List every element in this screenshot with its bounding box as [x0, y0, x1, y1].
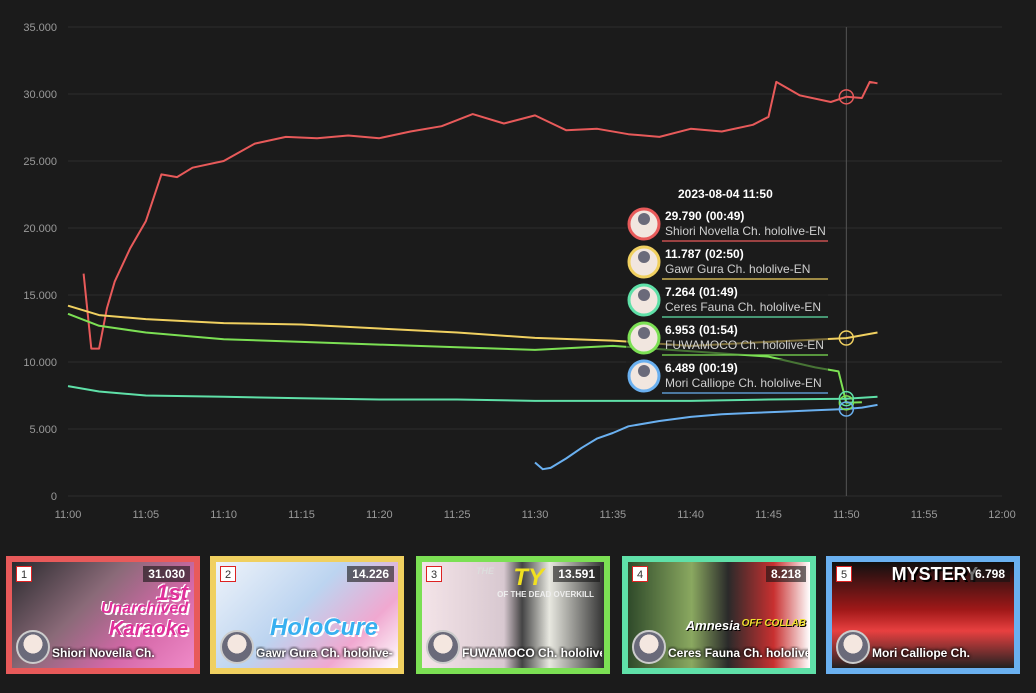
- channel-name: Mori Calliope Ch.: [872, 646, 971, 660]
- tooltip-entry: 29.790 (00:49)Shiori Novella Ch. hololive…: [626, 207, 828, 242]
- hover-markers: [838, 89, 855, 417]
- x-tick-label: 11:00: [55, 509, 82, 521]
- x-tick-label: 11:40: [677, 509, 704, 521]
- x-tick-label: 11:25: [444, 509, 471, 521]
- stream-card[interactable]: 1st Unarchived Karaoke 1 31.030 Shiori Novell…: [6, 556, 200, 674]
- x-tick-label: 11:45: [755, 509, 782, 521]
- thumbnail-text: TY: [513, 564, 544, 591]
- channel-avatar-icon: [220, 630, 254, 664]
- x-tick-label: 11:50: [833, 509, 860, 521]
- tooltip-entry: 6.489 (00:19)Mori Calliope Ch. hololive-E…: [626, 359, 828, 394]
- tooltip-name: Mori Calliope Ch. hololive-EN: [665, 376, 822, 390]
- channel-name: Gawr Gura Ch. hololive-: [256, 646, 393, 660]
- hover-marker: [838, 89, 855, 105]
- viewer-count: 6.798: [969, 566, 1010, 582]
- series-line[interactable]: [67, 312, 862, 404]
- channel-avatar-icon: [16, 630, 50, 664]
- stream-card[interactable]: Amnesia OFF COLLAB 4 8.218 Ceres Fauna Ch. h…: [622, 556, 816, 674]
- y-tick-label: 15.000: [23, 290, 57, 302]
- x-tick-label: 11:55: [911, 509, 938, 521]
- channel-avatar-icon: [632, 630, 666, 664]
- thumbnail-text: Amnesia: [685, 618, 740, 633]
- rank-badge: 5: [836, 566, 852, 582]
- tooltip-value: 6.489 (00:19): [665, 361, 738, 375]
- tooltip-name: Gawr Gura Ch. hololive-EN: [665, 262, 810, 276]
- y-tick-label: 10.000: [23, 357, 57, 369]
- tooltip-value: 6.953 (01:54): [665, 323, 738, 337]
- tooltip-value: 7.264 (01:49): [665, 285, 738, 299]
- rank-badge: 1: [16, 566, 32, 582]
- tooltip-name: Ceres Fauna Ch. hololive-EN: [665, 300, 821, 314]
- avatar-hair-shape: [638, 289, 650, 301]
- viewer-count: 8.218: [765, 566, 806, 582]
- thumbnail-text: Karaoke: [109, 618, 188, 640]
- viewer-count: 31.030: [143, 566, 190, 582]
- rank-badge: 3: [426, 566, 442, 582]
- stream-card[interactable]: THE TY OF THE DEAD OVERKILL 3 13.591 FUWAMOCO…: [416, 556, 610, 674]
- stream-card[interactable]: MYSTERY 5 6.798 Mori Calliope Ch.: [826, 556, 1020, 674]
- viewer-count: 14.226: [347, 566, 394, 582]
- y-tick-label: 0: [51, 491, 57, 503]
- avatar-hair-shape: [638, 327, 650, 339]
- series-line[interactable]: [82, 80, 878, 350]
- viewer-count: 13.591: [553, 566, 600, 582]
- avatar-hair-shape: [638, 365, 650, 377]
- x-tick-label: 12:00: [988, 509, 1016, 521]
- avatar-hair-shape: [638, 213, 650, 225]
- series-line[interactable]: [534, 403, 878, 471]
- thumbnail-text: THE: [476, 566, 494, 576]
- x-tick-label: 11:35: [599, 509, 626, 521]
- channel-avatar-icon: [426, 630, 460, 664]
- hover-marker: [838, 330, 855, 346]
- tooltip-value: 29.790 (00:49): [665, 209, 744, 223]
- tooltip-name: Shiori Novella Ch. hololive-EN: [665, 224, 826, 238]
- y-axis: 0 5.000 10.000 15.000 20.000 25.000 30.000 35.0…: [23, 22, 57, 503]
- thumbnail-text: MYSTERY: [891, 564, 978, 584]
- series-line[interactable]: [67, 385, 878, 402]
- x-tick-label: 11:15: [288, 509, 315, 521]
- tooltip: 2023-08-04 11:50 29.790 (00:49)Shiori Nov…: [626, 187, 828, 394]
- thumbnail-text: OF THE DEAD OVERKILL: [497, 590, 594, 599]
- line-chart[interactable]: 0 5.000 10.000 15.000 20.000 25.000 30.000 35.0…: [0, 0, 1036, 556]
- series-lines[interactable]: [67, 80, 878, 471]
- avatar-hair-shape: [638, 251, 650, 263]
- y-tick-label: 30.000: [23, 89, 57, 101]
- stream-cards: 1st Unarchived Karaoke 1 31.030 Shiori Novell…: [0, 556, 1036, 674]
- x-axis: 11:00 11:05 11:10 11:15 11:20 11:25 11:30 11:35…: [55, 509, 1016, 521]
- x-tick-label: 11:10: [210, 509, 237, 521]
- rank-badge: 4: [632, 566, 648, 582]
- thumbnail-text: HoloCure: [270, 614, 378, 641]
- tooltip-title: 2023-08-04 11:50: [678, 187, 773, 201]
- tooltip-entry: 7.264 (01:49)Ceres Fauna Ch. hololive-EN: [626, 283, 828, 318]
- hover-marker: [838, 390, 855, 407]
- x-tick-label: 11:20: [366, 509, 393, 521]
- y-tick-label: 20.000: [23, 223, 57, 235]
- stream-card[interactable]: HoloCure 2 14.226 Gawr Gura Ch. hololive-: [210, 556, 404, 674]
- tooltip-entry: 11.787 (02:50)Gawr Gura Ch. hololive-EN: [626, 245, 828, 280]
- thumbnail-text: Unarchived: [100, 600, 188, 617]
- tooltip-name: FUWAMOCO Ch. hololive-EN: [665, 338, 824, 352]
- x-tick-label: 11:30: [522, 509, 549, 521]
- x-tick-label: 11:05: [132, 509, 159, 521]
- hover-marker: [838, 401, 855, 417]
- y-tick-label: 25.000: [23, 156, 57, 168]
- rank-badge: 2: [220, 566, 236, 582]
- channel-name: Ceres Fauna Ch. hololive-: [668, 646, 808, 660]
- channel-name: FUWAMOCO Ch. hololive-: [462, 646, 602, 660]
- thumbnail-text: 1st: [156, 580, 188, 605]
- y-tick-label: 5.000: [29, 424, 57, 436]
- hover-marker: [838, 395, 855, 411]
- tooltip-entry: 6.953 (01:54)FUWAMOCO Ch. hololive-EN: [626, 321, 828, 356]
- channel-avatar-icon: [836, 630, 870, 664]
- thumbnail-text: OFF COLLAB: [741, 618, 806, 629]
- tooltip-value: 11.787 (02:50): [665, 247, 744, 261]
- y-tick-label: 35.000: [23, 22, 57, 34]
- channel-name: Shiori Novella Ch.: [52, 646, 155, 660]
